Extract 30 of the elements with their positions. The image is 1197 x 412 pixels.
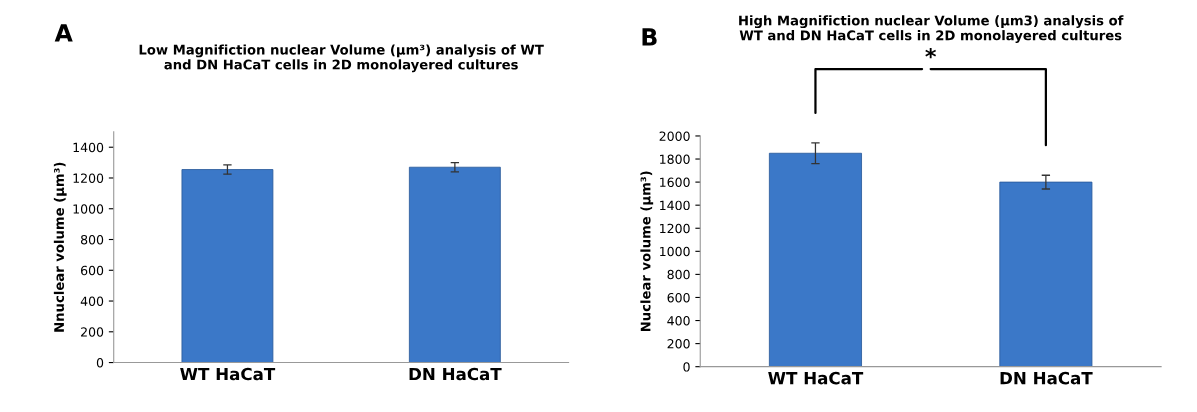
y-tick-label: 1600	[660, 177, 690, 188]
y-tick-label: 600	[667, 292, 690, 303]
y-tick-label: 1000	[660, 246, 690, 257]
y-tick-label: 600	[81, 265, 104, 276]
chart-title: High Magnifiction nuclear Volume (µm3) analysis of WT and DN HaCaT cells in 2D monolayered cultures	[739, 15, 1124, 43]
text: *	[925, 47, 937, 59]
y-tick-label: 1800	[660, 154, 690, 164]
x-tick-label: DN HaCaT	[1000, 371, 1093, 385]
y-tick-label: 1400	[73, 142, 104, 153]
y-axis-title: Nuclear volume (µm³)	[640, 171, 654, 332]
y-tick-label: 1200	[73, 173, 104, 183]
y-tick-label: 1000	[73, 204, 104, 214]
y-tick-label: 0	[96, 358, 104, 368]
y-tick-label: 800	[667, 269, 690, 280]
y-tick-label: 200	[81, 327, 104, 337]
y-tick-label: 1200	[660, 223, 690, 234]
y-tick-label: 0	[683, 362, 690, 372]
y-tick-label: 200	[667, 339, 690, 349]
chart-title: Low Magnifiction nuclear Volume (µm³) analysis of WT and DN HaCaT cells in 2D monolayered cultures	[139, 44, 544, 73]
y-tick-label: 2000	[659, 131, 690, 141]
y-axis-title: Nnuclear volume (µm³)	[53, 162, 67, 332]
y-tick-label: 400	[80, 296, 104, 306]
x-tick-label: DN HaCaT	[409, 367, 502, 381]
x-tick-label: WT HaCaT	[180, 367, 276, 381]
y-tick-label: 1400	[660, 200, 690, 211]
y-tick-label: 400	[667, 316, 690, 326]
text: A	[54, 24, 73, 42]
y-tick-label: 800	[80, 234, 104, 245]
x-tick-label: WT HaCaT	[768, 371, 864, 385]
text: B	[642, 28, 657, 46]
